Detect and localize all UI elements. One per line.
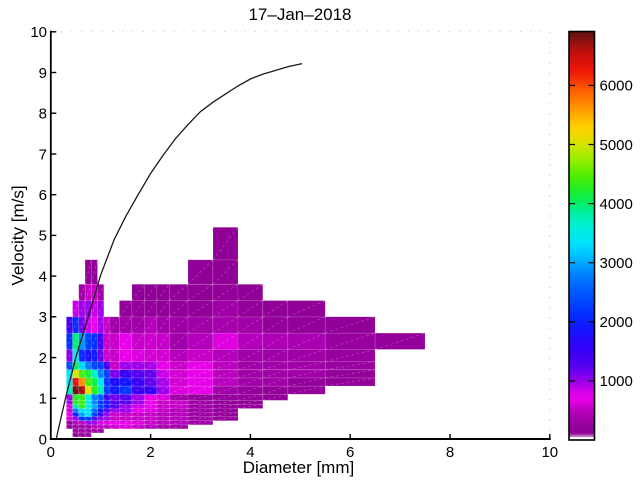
svg-text:3: 3 (39, 309, 47, 326)
svg-text:1000: 1000 (600, 373, 633, 390)
svg-text:2000: 2000 (600, 314, 633, 331)
svg-text:5: 5 (39, 228, 47, 245)
svg-text:0: 0 (47, 444, 55, 461)
svg-text:6000: 6000 (600, 78, 633, 95)
svg-text:Velocity [m/s]: Velocity [m/s] (9, 185, 28, 285)
svg-text:3000: 3000 (600, 255, 633, 272)
svg-text:6: 6 (346, 444, 354, 461)
svg-text:8: 8 (39, 106, 47, 123)
svg-text:6: 6 (39, 187, 47, 204)
svg-text:Diameter [mm]: Diameter [mm] (243, 458, 354, 477)
svg-text:5000: 5000 (600, 137, 633, 154)
svg-text:0: 0 (39, 431, 47, 448)
svg-text:17–Jan–2018: 17–Jan–2018 (248, 5, 351, 24)
svg-text:8: 8 (446, 444, 454, 461)
svg-text:2: 2 (39, 350, 47, 367)
svg-text:4: 4 (246, 444, 254, 461)
svg-text:4: 4 (39, 268, 47, 285)
svg-text:4000: 4000 (600, 196, 633, 213)
svg-text:1: 1 (39, 391, 47, 408)
svg-text:10: 10 (541, 444, 558, 461)
svg-text:7: 7 (39, 146, 47, 163)
svg-text:2: 2 (146, 444, 154, 461)
svg-text:9: 9 (39, 65, 47, 82)
svg-text:10: 10 (30, 24, 47, 41)
